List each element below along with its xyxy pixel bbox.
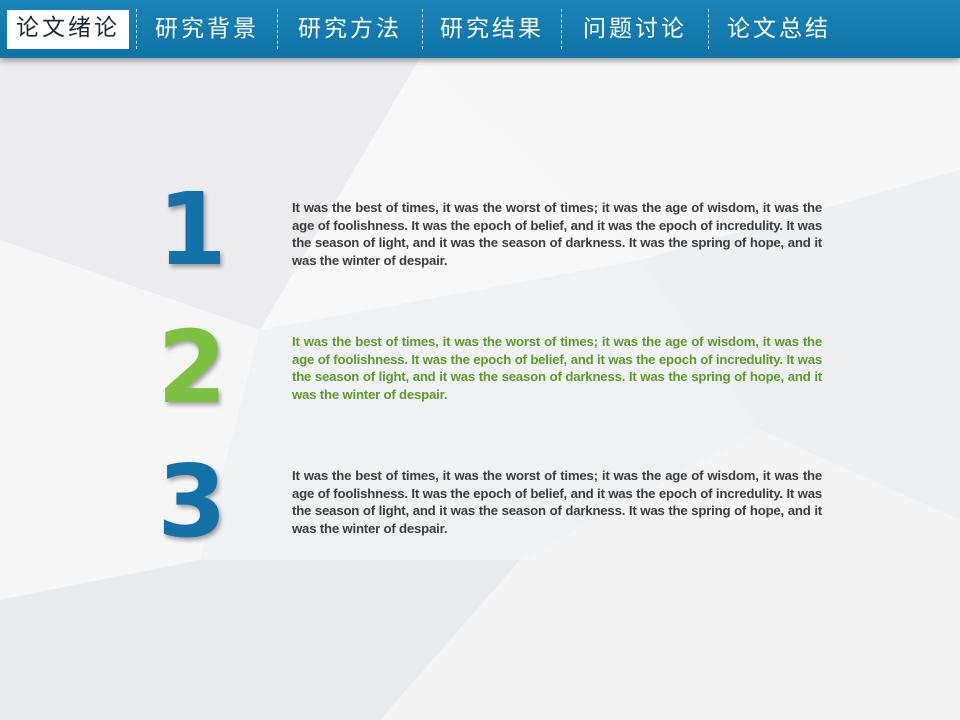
item-paragraph-3: It was the best of times, it was the wor… xyxy=(292,468,822,536)
tab-thesis-introduction[interactable]: 论文绪论 xyxy=(0,0,136,58)
tab-separator xyxy=(422,9,423,49)
tab-problem-discussion[interactable]: 问题讨论 xyxy=(583,15,687,42)
top-navigation-bar: 论文绪论 研究背景 研究方法 研究结果 问题讨论 论文总结 xyxy=(0,0,960,58)
item-paragraph-1: It was the best of times, it was the wor… xyxy=(292,200,822,268)
item-paragraph-2: It was the best of times, it was the wor… xyxy=(292,334,822,402)
tab-separator xyxy=(136,9,137,49)
tab-research-method[interactable]: 研究方法 xyxy=(298,15,402,42)
tab-research-background[interactable]: 研究背景 xyxy=(155,15,259,42)
tab-separator xyxy=(708,9,709,49)
tab-separator xyxy=(277,9,278,49)
tab-thesis-summary[interactable]: 论文总结 xyxy=(727,15,831,42)
tab-research-results[interactable]: 研究结果 xyxy=(440,15,544,42)
item-number-1: 1 xyxy=(157,171,227,288)
tab-separator xyxy=(561,9,562,49)
item-number-2: 2 xyxy=(157,309,227,426)
item-number-3: 3 xyxy=(157,443,227,560)
